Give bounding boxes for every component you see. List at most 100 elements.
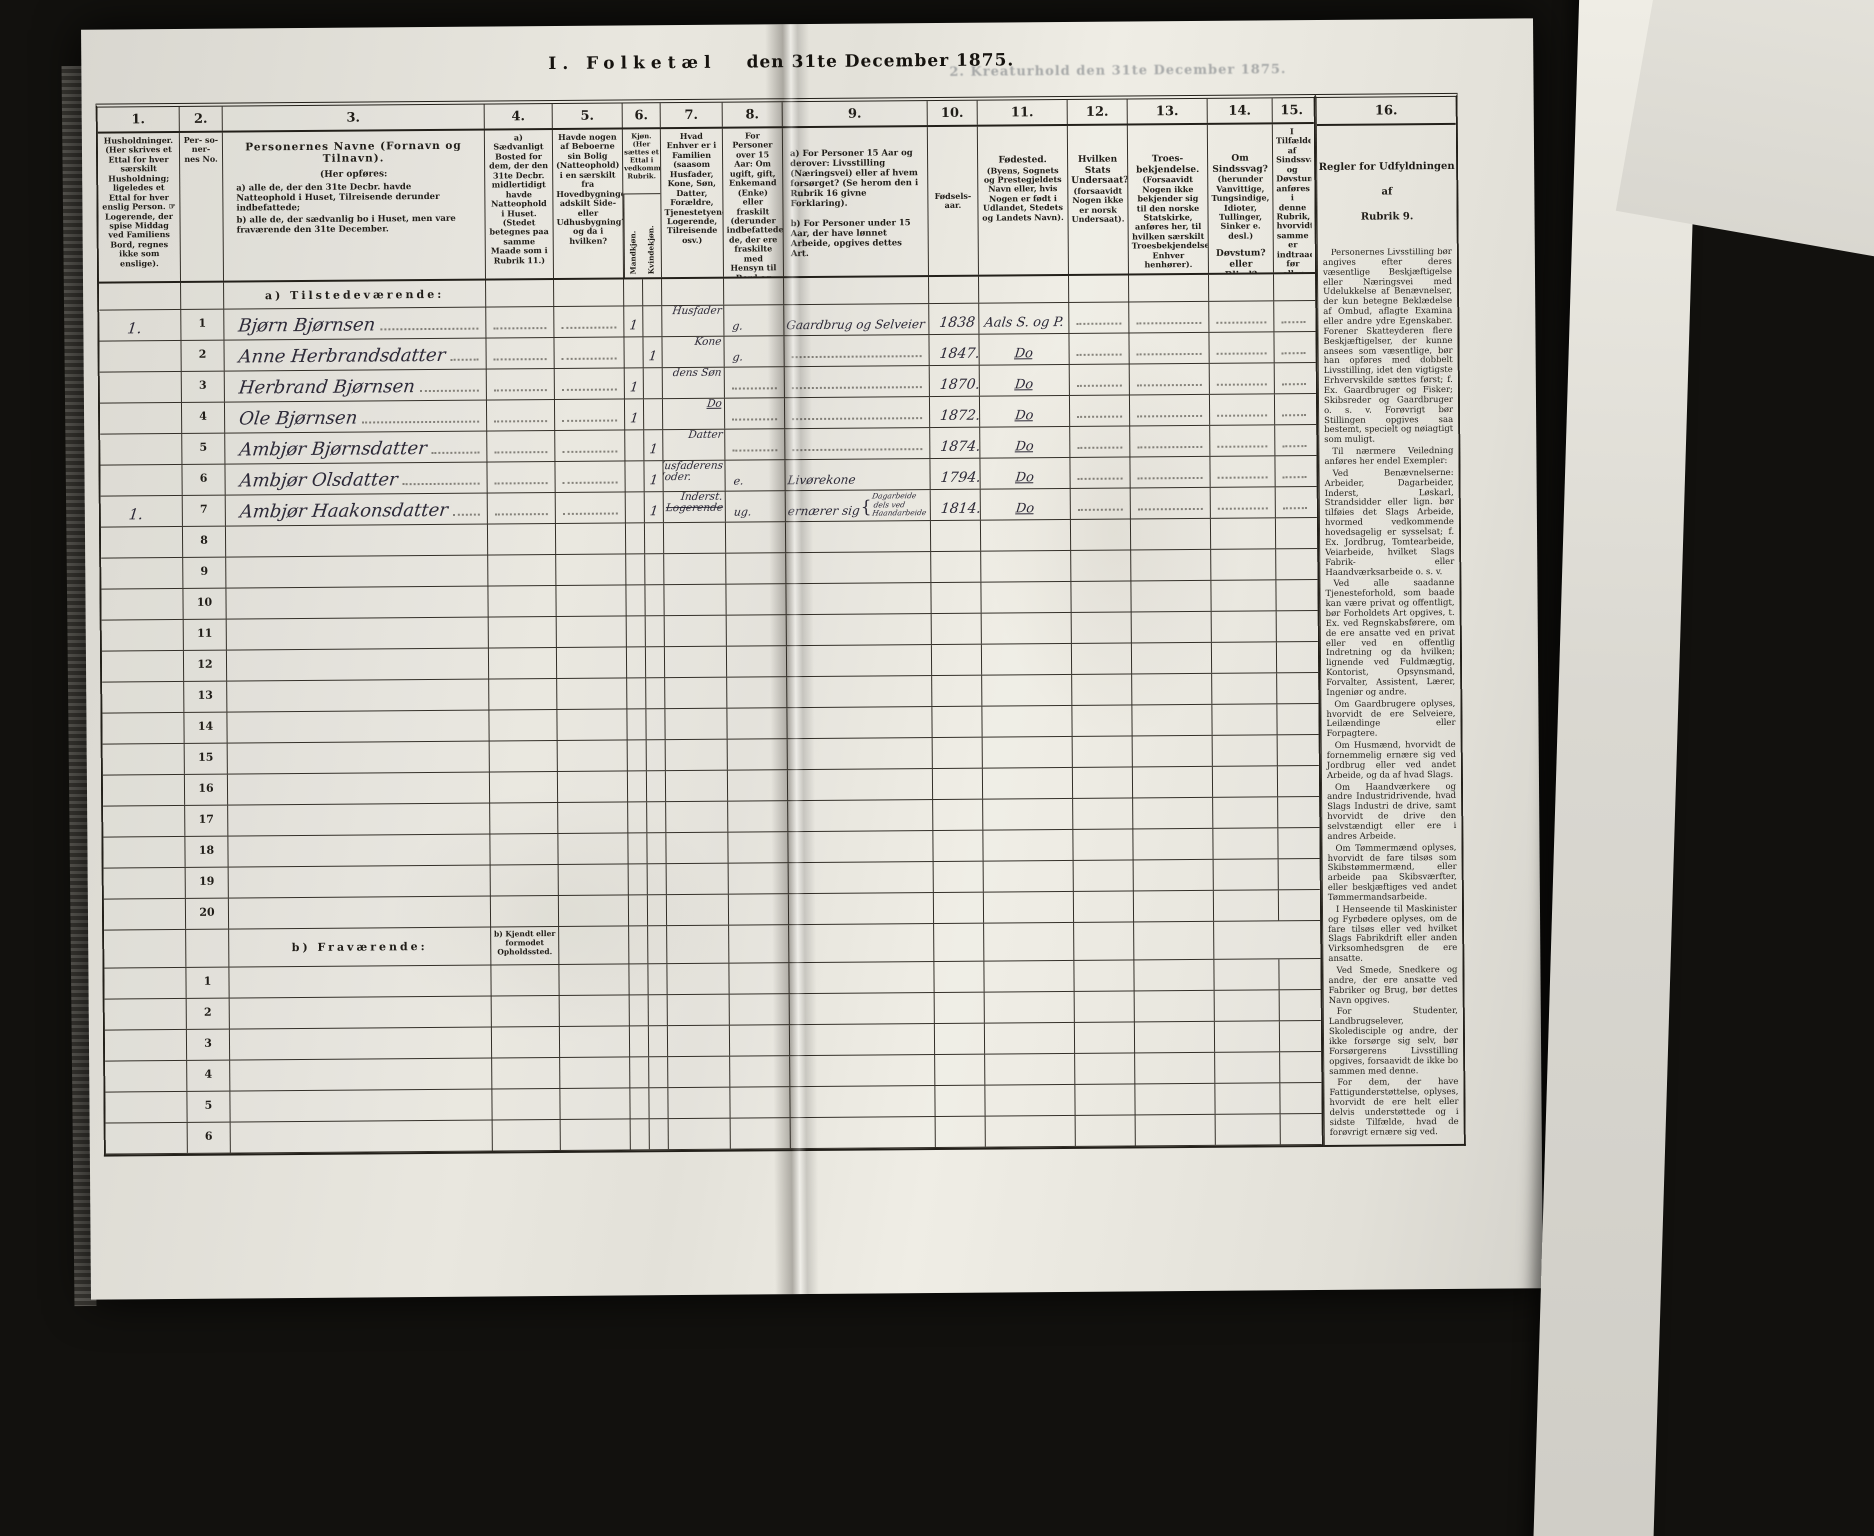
cell-person-no: 16 — [184, 774, 229, 805]
cell-birthplace — [984, 991, 1075, 1023]
cell-female-mark — [643, 399, 664, 430]
cell-name — [226, 617, 489, 650]
col1-header-households: Husholdninger. (Her skrives et Ettal for… — [97, 132, 182, 282]
cell-onset — [1280, 1052, 1318, 1082]
dotted-leader — [731, 387, 777, 390]
cell-family-position: Kone — [662, 336, 725, 368]
rules-paragraph: Om Tømmermænd oplyses, hvorvidt de fare … — [1327, 842, 1457, 903]
handwritten-text: 1. — [126, 319, 143, 338]
cell-male-mark — [625, 523, 646, 554]
section-a-spacer — [554, 279, 625, 307]
col11-number: 11. — [977, 99, 1068, 125]
handwritten-text: 1870. — [938, 376, 980, 393]
cell-side-building — [556, 616, 627, 648]
cell-disability — [1214, 959, 1280, 990]
col8-number: 8. — [722, 102, 783, 127]
cell-name — [225, 524, 489, 557]
cell-onset — [1276, 518, 1314, 548]
cell-female-mark — [643, 368, 663, 399]
cell-name — [228, 834, 491, 867]
cell-side-building — [558, 802, 629, 833]
cell-occupation — [784, 366, 930, 398]
cell-disability — [1212, 766, 1279, 797]
cell-birthplace — [981, 550, 1072, 582]
cell-marital-status: g. — [724, 336, 785, 367]
cell-marital-status — [729, 994, 790, 1025]
cell-usual-residence — [490, 864, 559, 896]
dotted-leader — [1137, 445, 1203, 449]
cell-birth-year: 1872. — [929, 396, 981, 428]
section-a-spacer — [929, 276, 980, 304]
cell-person-no: 3 — [181, 371, 225, 402]
cell-household — [104, 1029, 188, 1061]
cell-usual-residence — [486, 369, 555, 400]
cell-marital-status: e. — [725, 460, 786, 491]
cell-person-no: 5 — [187, 1091, 231, 1122]
cell-citizenship — [1070, 457, 1131, 488]
cell-marital-status — [726, 584, 787, 615]
cell-occupation — [785, 428, 931, 460]
cell-usual-residence — [490, 833, 559, 865]
cell-citizenship — [1071, 643, 1133, 674]
cell-household — [104, 998, 187, 1030]
cell-birthplace — [985, 1115, 1076, 1147]
cell-household — [99, 371, 182, 403]
handwritten-text: 1872. — [939, 407, 981, 424]
cell-side-building — [560, 1088, 631, 1119]
cell-side-building — [554, 368, 625, 400]
cell-family-position — [664, 615, 727, 647]
cell-family-position — [666, 863, 729, 895]
dotted-leader — [791, 355, 922, 359]
dotted-leader — [1217, 414, 1268, 417]
cell-male-mark — [629, 995, 649, 1026]
handwritten-text: Do — [1014, 377, 1035, 393]
section-b-spacer — [648, 926, 668, 964]
cell-creed — [1130, 518, 1212, 550]
section-a-spacer — [624, 279, 644, 306]
cell-household — [102, 743, 185, 775]
cell-occupation — [784, 335, 930, 367]
dotted-leader — [732, 418, 778, 421]
cell-onset — [1274, 332, 1312, 362]
cell-male-mark — [630, 1088, 650, 1119]
col12-header-citizenship: Hvilken Stats Undersaat? (forsaavidt Nog… — [1067, 125, 1129, 274]
cell-female-mark: 1 — [644, 492, 664, 523]
cell-disability — [1210, 487, 1276, 518]
col7-number: 7. — [660, 102, 723, 128]
cell-usual-residence — [490, 895, 560, 927]
sex-title: Kjøn. (Her sættes et Ettal i vedkommende… — [624, 132, 662, 181]
cell-citizenship — [1069, 395, 1131, 426]
cell-birth-year — [931, 582, 982, 614]
disability-sub1: (herunder Vanvittige, Tungsindige, Idiot… — [1211, 173, 1270, 241]
dotted-leader — [493, 389, 547, 392]
cell-family-position — [668, 1087, 731, 1119]
section-b-label: b) Fraværende: — [229, 927, 492, 967]
cell-household — [99, 340, 182, 372]
bleed-through-text: 2. Kreaturhold den 31te December 1875. — [949, 62, 1287, 80]
section-b-spacer — [984, 922, 1075, 961]
handwritten-text: 1 — [629, 411, 640, 427]
handwritten-text: Gaardbrug og Selveier — [785, 317, 926, 333]
names-rule-b: b) alle de, der sædvanlig bo i Huset, me… — [236, 214, 456, 236]
col6-header-sex: Kjøn. (Her sættes et Ettal i vedkommende… — [622, 129, 662, 278]
cell-citizenship — [1075, 1084, 1136, 1115]
cell-creed — [1129, 394, 1211, 426]
dotted-leader — [450, 358, 479, 361]
cell-household — [101, 557, 184, 589]
dotted-leader — [1077, 508, 1123, 511]
cell-occupation — [788, 862, 934, 894]
cell-birth-year: 1847. — [929, 334, 980, 366]
cell-side-building — [558, 833, 629, 864]
cell-name — [227, 710, 490, 743]
cell-family-position — [665, 770, 729, 802]
cell-family-position: dens Søn — [662, 367, 725, 399]
cell-person-no: 1 — [186, 967, 230, 998]
dotted-leader — [419, 389, 479, 393]
cell-household: 1. — [100, 495, 183, 527]
cell-household — [102, 774, 186, 806]
cell-family-position — [666, 894, 730, 926]
cell-onset — [1278, 797, 1316, 827]
rules-heading-line3: Rubrik 9. — [1360, 211, 1414, 223]
cell-birth-year — [933, 892, 985, 924]
cell-disability — [1209, 394, 1276, 425]
